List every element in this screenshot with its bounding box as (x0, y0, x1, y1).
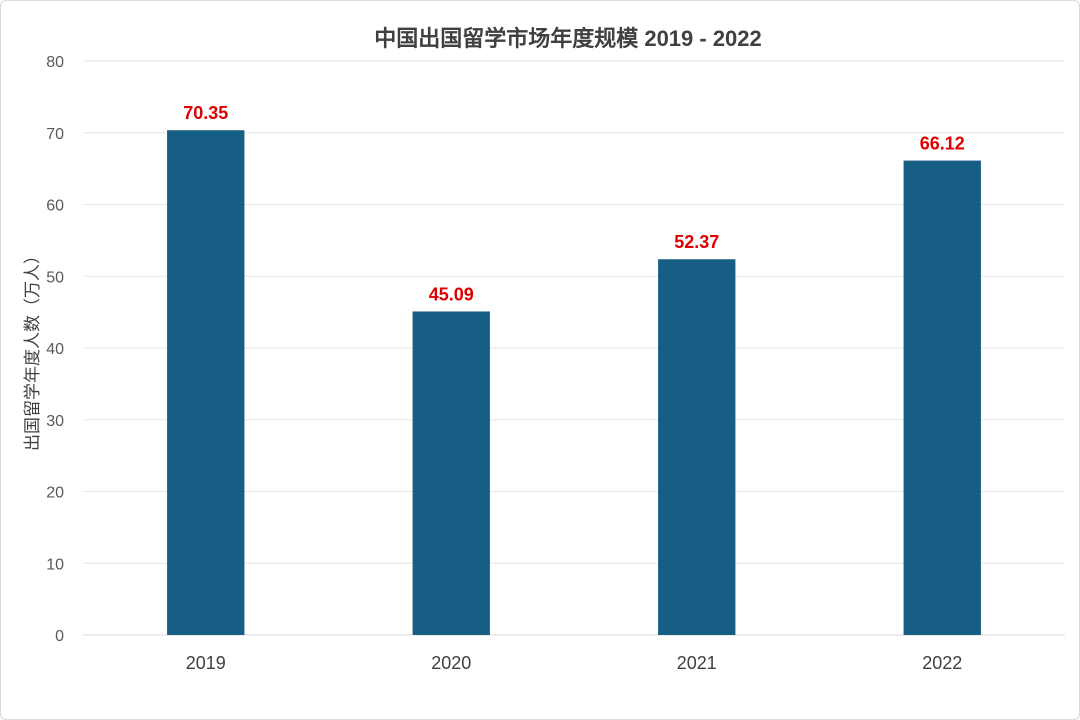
bar-2022 (903, 160, 981, 636)
x-tick-label-2020: 2020 (431, 653, 471, 673)
bar-2021 (658, 259, 736, 635)
y-tick-label: 30 (46, 413, 64, 430)
y-axis-label: 出国留学年度人数（万人） (23, 247, 42, 451)
data-label-2021: 52.37 (674, 232, 719, 252)
chart-title: 中国出国留学市场年度规模 2019 - 2022 (374, 26, 762, 51)
data-label-2022: 66.12 (920, 134, 965, 154)
bars (167, 130, 981, 636)
gridlines (83, 60, 1065, 636)
x-tick-label-2019: 2019 (186, 653, 226, 673)
y-tick-label: 0 (55, 628, 64, 645)
bar-2019 (167, 130, 245, 635)
y-tick-label: 10 (46, 556, 64, 573)
data-label-2020: 45.09 (429, 284, 474, 304)
data-label-2019: 70.35 (183, 103, 228, 123)
x-tick-label-2022: 2022 (922, 653, 962, 673)
data-labels: 70.35 45.09 52.37 66.12 (183, 103, 965, 304)
y-tick-label: 80 (46, 54, 64, 71)
y-tick-label: 60 (46, 198, 64, 215)
y-tick-label: 40 (46, 341, 64, 358)
x-axis-ticks: 2019 2020 2021 2022 (186, 653, 963, 673)
y-tick-label: 70 (46, 126, 64, 143)
bar-2020 (412, 311, 490, 635)
y-tick-label: 20 (46, 485, 64, 502)
y-axis-ticks: 0 10 20 30 40 50 60 70 80 (46, 54, 64, 645)
x-tick-label-2021: 2021 (677, 653, 717, 673)
y-tick-label: 50 (46, 269, 64, 286)
